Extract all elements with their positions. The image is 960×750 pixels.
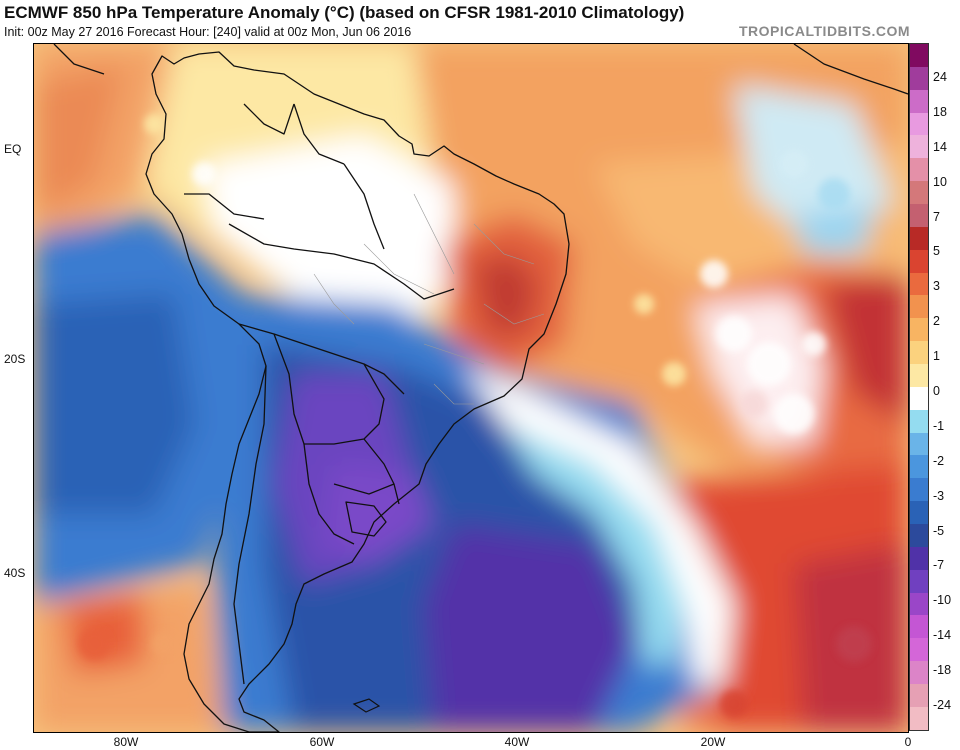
state-borders [313,193,545,405]
colorbar-segment [910,386,928,410]
colorbar-label: -10 [933,593,952,608]
colorbar-label: -24 [933,698,952,712]
colorbar-label: 18 [933,104,947,119]
lon-label-0: 0 [904,735,912,749]
colorbar-label: -7 [933,558,945,573]
colorbar-label: 10 [933,174,947,189]
colorbar-label: 3 [933,279,940,294]
colorbar-segment [910,638,928,662]
colorbar-segment [910,455,928,479]
colorbar-segment [910,44,928,67]
lat-label-eq: EQ [4,142,22,156]
colorbar-segment [910,112,928,136]
colorbar-segment [910,226,928,250]
lon-label-80w: 80W [113,735,139,749]
lon-label-20w: 20W [700,735,726,749]
colorbar-segment [910,409,928,433]
colorbar-segment [910,478,928,502]
map-panel[interactable] [33,43,909,733]
colorbar-label: -1 [933,418,945,433]
lon-label-60w: 60W [309,735,335,749]
colorbar-segment [910,546,928,570]
colorbar-label: 2 [933,314,940,329]
colorbar-label: 24 [933,70,947,84]
colorbar-segment [910,569,928,593]
colorbar-segment [910,501,928,525]
map-title: ECMWF 850 hPa Temperature Anomaly (°C) (… [4,3,685,22]
field-texture [78,114,872,718]
colorbar-label: -3 [933,488,945,503]
colorbar-segment [910,432,928,456]
lat-label-20s: 20S [4,352,26,366]
colorbar-segment [910,181,928,205]
falkland-islands [352,698,381,713]
colorbar-label: 7 [933,209,940,224]
lat-label-40s: 40S [4,566,26,580]
colorbar [909,43,929,731]
colorbar-segment [910,158,928,182]
anomaly-field [34,44,908,732]
lon-label-40w: 40W [504,735,530,749]
colorbar-label: 0 [933,384,940,398]
colorbar-label: 1 [933,349,940,364]
colorbar-label: -5 [933,523,945,538]
colorbar-segment [910,661,928,685]
colorbar-segment [910,89,928,113]
colorbar-label: -18 [933,663,952,678]
colorbar-segment [910,249,928,273]
colorbar-segment [910,66,928,90]
south-america-coastline [145,51,570,732]
colorbar-label: -2 [933,453,945,468]
colorbar-segment [910,135,928,159]
colorbar-label: 5 [933,244,940,259]
colorbar-segment [910,364,928,387]
colorbar-segment [910,295,928,319]
colorbar-segment [910,615,928,639]
colorbar-segment [910,684,928,707]
map-subtitle: Init: 00z May 27 2016 Forecast Hour: [24… [4,25,412,39]
colorbar-segment [910,341,928,365]
colorbar-segment [910,706,928,730]
watermark: TROPICALTIDBITS.COM [738,23,910,39]
colorbar-segment [910,318,928,342]
coastlines [53,44,908,732]
colorbar-segment [910,592,928,616]
colorbar-segment [910,204,928,227]
colorbar-segment [910,524,928,547]
colorbar-label: -14 [933,628,952,643]
colorbar-segment [910,272,928,296]
anomaly-map [34,44,908,732]
colorbar-label: 14 [933,139,947,154]
